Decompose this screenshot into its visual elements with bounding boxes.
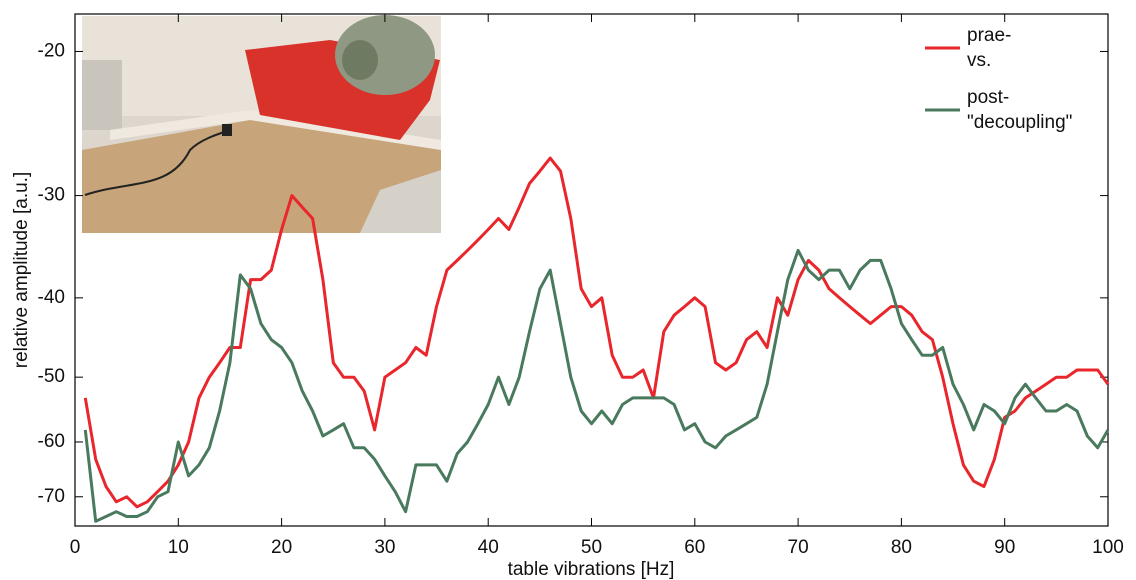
- y-tick-label: -70: [38, 486, 65, 507]
- x-tick-label: 100: [1092, 537, 1124, 558]
- inset-photo: [82, 15, 441, 233]
- x-tick-label: 50: [581, 537, 602, 558]
- x-tick-label: 70: [788, 537, 809, 558]
- x-tick-label: 10: [168, 537, 189, 558]
- legend-note: "decoupling": [967, 112, 1072, 133]
- y-tick-label: -50: [38, 366, 65, 387]
- x-tick-label: 0: [70, 537, 81, 558]
- y-tick-label: -30: [38, 185, 65, 206]
- data-line: [83, 156, 1110, 509]
- legend-label: prae-: [967, 25, 1011, 46]
- x-tick-label: 80: [891, 537, 912, 558]
- data-line: [83, 248, 1110, 523]
- x-tick-label: 30: [374, 537, 395, 558]
- y-tick-label: -20: [38, 40, 65, 61]
- y-axis-label: relative amplitude [a.u.]: [11, 172, 32, 368]
- legend-label: post-: [967, 87, 1009, 108]
- y-tick-label: -60: [38, 431, 65, 452]
- x-tick-label: 60: [684, 537, 705, 558]
- x-tick-label: 90: [994, 537, 1015, 558]
- x-axis-label: table vibrations [Hz]: [508, 559, 675, 580]
- x-tick-label: 20: [271, 537, 292, 558]
- legend-note: vs.: [967, 50, 991, 71]
- y-tick-label: -40: [38, 287, 65, 308]
- x-tick-label: 40: [478, 537, 499, 558]
